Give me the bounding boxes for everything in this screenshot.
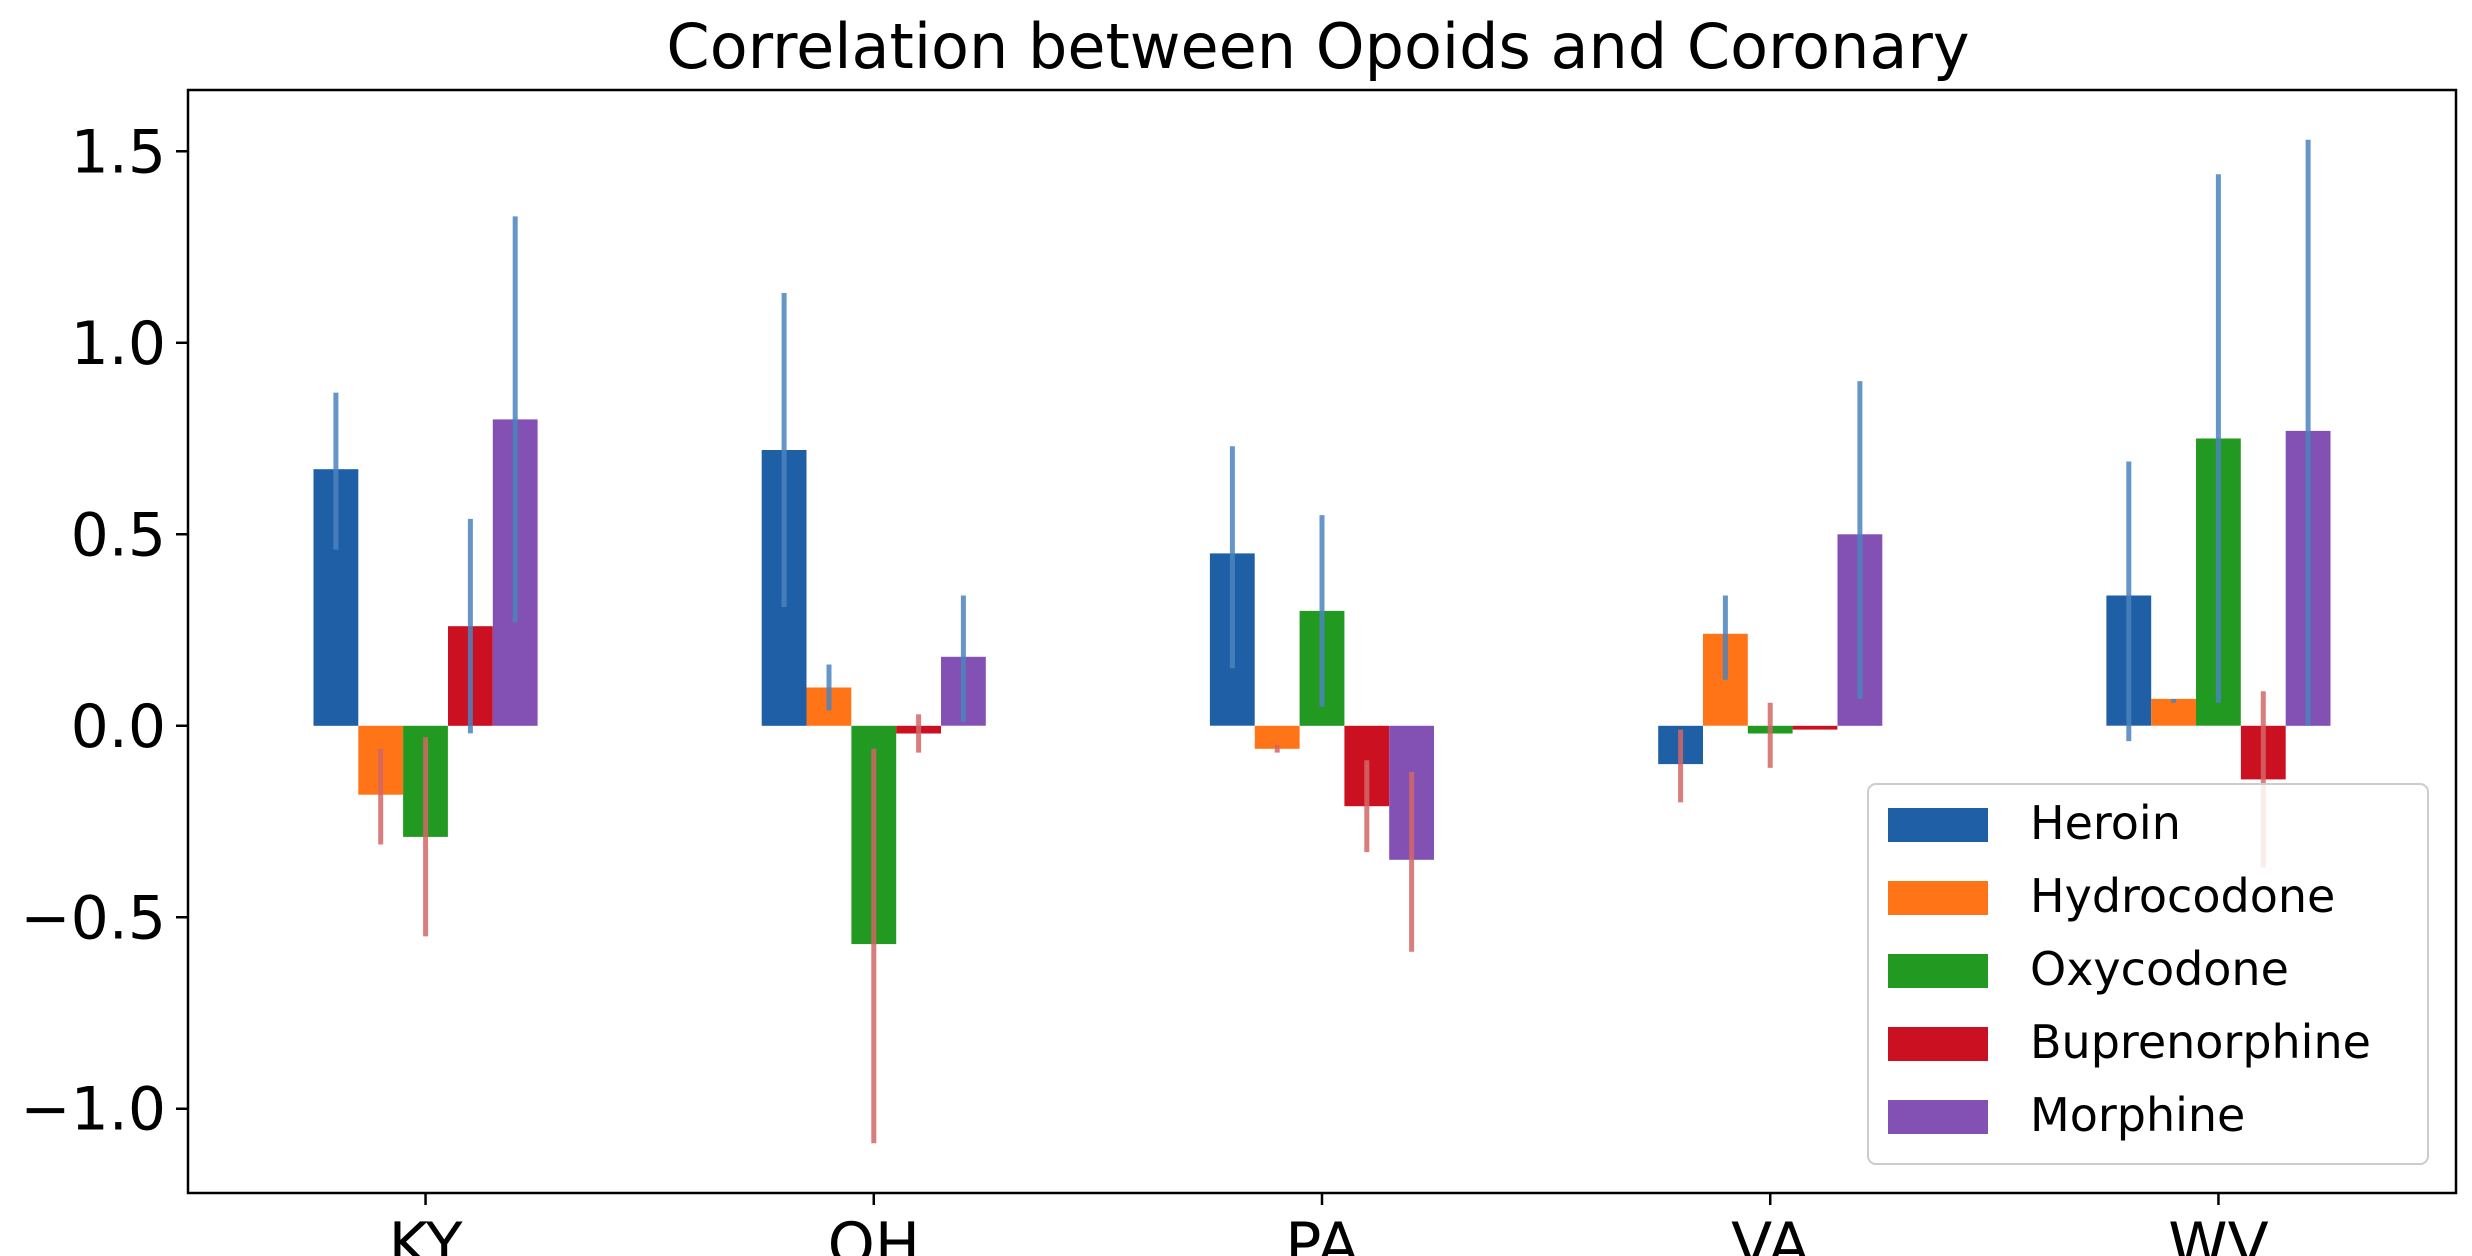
legend-item-hydrocodone: Hydrocodone	[1888, 869, 2335, 923]
bar-hydrocodone-wv	[2151, 698, 2196, 726]
x-tick-label: KY	[389, 1210, 463, 1256]
legend-swatch	[1888, 881, 1988, 915]
bar-buprenorphine-va	[1792, 725, 1838, 730]
x-axis: KY OH PA VA WV	[389, 1193, 2269, 1256]
y-tick-label: −1.0	[20, 1075, 166, 1145]
legend-label: Hydrocodone	[2030, 869, 2335, 923]
plot-marks	[313, 139, 2331, 1144]
legend-item-morphine: Morphine	[1888, 1088, 2245, 1142]
x-tick-label: PA	[1285, 1210, 1358, 1256]
legend-label: Buprenorphine	[2030, 1015, 2371, 1069]
legend-swatch	[1888, 808, 1988, 842]
legend-item-buprenorphine: Buprenorphine	[1888, 1015, 2371, 1069]
y-axis: −1.0 −0.5 0.0 0.5 1.0 1.5	[20, 117, 188, 1145]
legend: Heroin Hydrocodone Oxycodone Buprenorphine M…	[1867, 783, 2429, 1165]
y-tick-label: 0.5	[71, 500, 166, 570]
chart-title: Correlation between Opoids and Coronary	[666, 10, 1969, 83]
x-tick-label: VA	[1731, 1210, 1809, 1256]
x-tick-label: WV	[2168, 1210, 2268, 1256]
legend-label: Oxycodone	[2030, 942, 2289, 996]
error-bars	[333, 139, 2311, 1144]
y-tick-label: 1.5	[71, 117, 166, 187]
legend-box	[1867, 783, 2429, 1165]
y-tick-label: −0.5	[20, 883, 166, 953]
legend-label: Heroin	[2030, 796, 2181, 850]
legend-item-heroin: Heroin	[1888, 796, 2181, 850]
y-tick-label: 0.0	[71, 692, 166, 762]
legend-label: Morphine	[2030, 1088, 2245, 1142]
legend-swatch	[1888, 1027, 1988, 1061]
bar-hydrocodone-pa	[1254, 725, 1300, 749]
legend-swatch	[1888, 954, 1988, 988]
y-tick-label: 1.0	[71, 309, 166, 379]
legend-item-oxycodone: Oxycodone	[1888, 942, 2289, 996]
x-tick-label: OH	[828, 1210, 920, 1256]
series-hydrocodone	[358, 633, 2196, 795]
legend-swatch	[1888, 1100, 1988, 1134]
